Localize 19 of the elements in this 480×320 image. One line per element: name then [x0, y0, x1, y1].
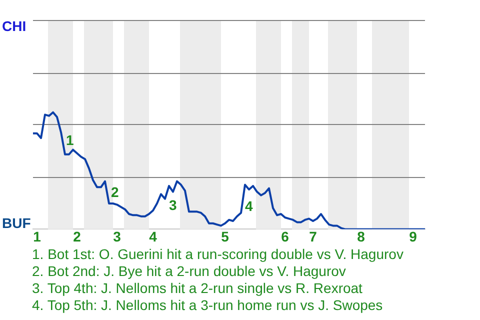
- annotation: 2: [111, 184, 119, 200]
- annotation: 3: [169, 196, 177, 213]
- annotation: 1: [66, 132, 74, 148]
- x-tick-label: 1: [33, 228, 42, 244]
- x-tick-label: 4: [149, 228, 158, 244]
- annotation: 4: [245, 198, 253, 214]
- x-tick-label: 5: [221, 228, 230, 244]
- x-tick-label: 7: [309, 228, 318, 244]
- x-tick-label: 9: [409, 228, 418, 244]
- x-tick-label: 8: [357, 228, 366, 244]
- x-tick-label: 6: [281, 228, 290, 244]
- text: 1. Bot 1st: O. Guerini hit a run-scoring double vs V. Hagurov: [32, 246, 404, 263]
- text: 4. Top 5th: J. Nelloms hit a 3-run home run vs J. Swopes: [32, 297, 384, 314]
- x-tick-label: 2: [73, 228, 82, 244]
- text: CHI: [2, 18, 26, 34]
- text: 3. Top 4th: J. Nelloms hit a 2-run single vs R. Rexroat: [32, 280, 364, 297]
- x-tick-label: 3: [113, 228, 122, 244]
- text: BUF: [2, 215, 31, 232]
- text: 2. Bot 2nd: J. Bye hit a 2-run double vs V. Hagurov: [32, 263, 347, 280]
